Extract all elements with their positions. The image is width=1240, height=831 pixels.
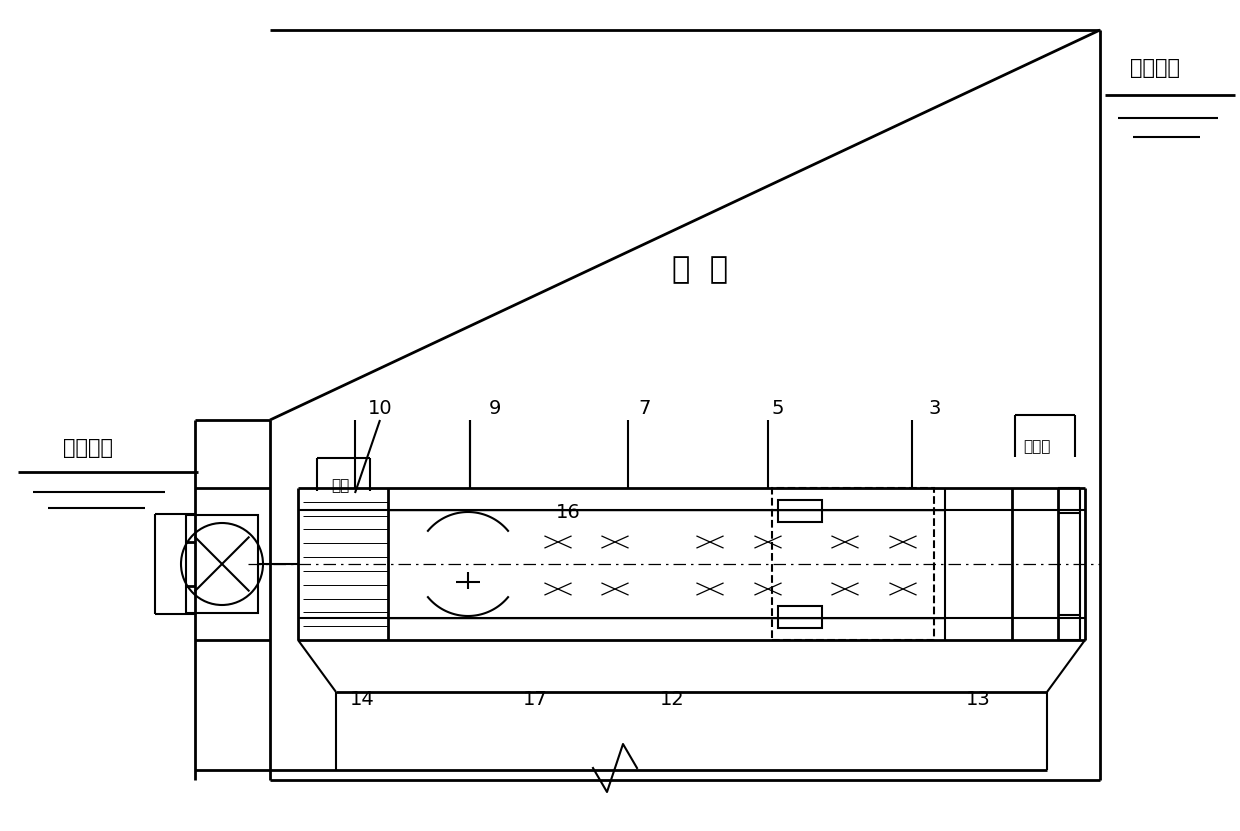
Text: 上游水位: 上游水位: [1130, 58, 1180, 78]
Text: 局道: 局道: [331, 479, 350, 494]
Text: 5: 5: [771, 399, 784, 418]
Text: 12: 12: [660, 690, 684, 709]
Text: 17: 17: [522, 690, 547, 709]
Text: 9: 9: [489, 399, 501, 418]
Bar: [777, 500, 822, 522]
Text: 下游水位: 下游水位: [63, 438, 113, 458]
Text: 16: 16: [556, 503, 580, 522]
Bar: [777, 606, 822, 628]
Bar: [773, 488, 934, 640]
Text: 阀门室: 阀门室: [1023, 440, 1050, 455]
Bar: [186, 515, 258, 613]
Text: 3: 3: [929, 399, 941, 418]
Text: 14: 14: [350, 690, 374, 709]
Text: 水  坡: 水 坡: [672, 255, 728, 284]
Text: 7: 7: [639, 399, 651, 418]
Text: 10: 10: [368, 399, 392, 418]
Text: 13: 13: [966, 690, 991, 709]
